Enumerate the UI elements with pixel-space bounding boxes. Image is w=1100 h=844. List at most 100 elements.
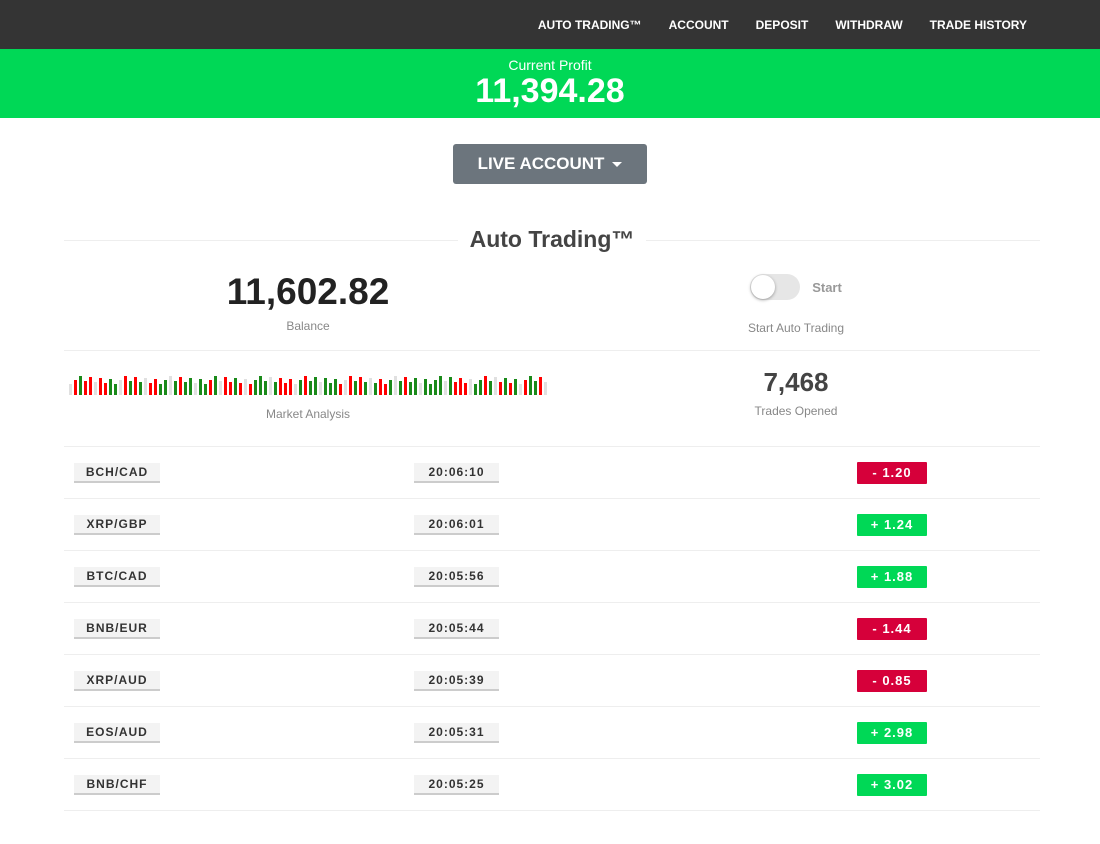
trade-time: 20:05:31 [414, 722, 499, 743]
trades-opened-value: 7,468 [763, 367, 829, 397]
market-bar [349, 376, 352, 395]
market-bar [324, 378, 327, 395]
trade-pair: BNB/EUR [74, 618, 160, 639]
market-bar [109, 379, 112, 395]
market-bar [149, 383, 152, 395]
auto-trading-block: Start Start Auto Trading [552, 271, 1040, 350]
market-bar [529, 376, 532, 395]
market-bar [344, 380, 347, 395]
market-bar [159, 384, 162, 395]
market-bar [419, 383, 422, 395]
toggle-label: Start [812, 279, 842, 295]
market-bar [544, 382, 547, 395]
market-bar [364, 382, 367, 395]
market-bar [114, 384, 117, 395]
market-bar [359, 377, 362, 395]
market-bar [199, 379, 202, 395]
trade-pair: BCH/CAD [74, 462, 160, 483]
nav-account[interactable]: ACCOUNT [668, 17, 729, 32]
market-bar [524, 380, 527, 395]
market-bar [499, 382, 502, 395]
market-bar [464, 383, 467, 395]
nav-withdraw[interactable]: WITHDRAW [835, 17, 903, 32]
market-bar [229, 382, 232, 395]
trade-row: BTC/CAD 20:05:56 + 1.88 [64, 551, 1040, 603]
auto-trading-label: Start Auto Trading [747, 321, 845, 335]
market-bar [204, 384, 207, 395]
nav-auto-trading[interactable]: AUTO TRADING™ [537, 17, 642, 32]
market-bar [104, 383, 107, 395]
market-bar [74, 380, 77, 395]
market-bar [429, 384, 432, 395]
market-bar [119, 380, 122, 395]
market-bar [169, 376, 172, 395]
market-bar [459, 378, 462, 395]
market-bar [409, 382, 412, 395]
account-label: LIVE ACCOUNT [477, 154, 605, 173]
profit-value: 11,394.28 [475, 72, 625, 110]
market-bar [209, 380, 212, 395]
auto-trading-toggle[interactable] [750, 274, 801, 300]
trade-pair: XRP/AUD [74, 670, 160, 691]
market-bar [179, 377, 182, 395]
market-bar [374, 383, 377, 395]
market-bar [239, 383, 242, 395]
market-label: Market Analysis [265, 407, 351, 421]
profit-banner: Current Profit 11,394.28 [0, 49, 1100, 118]
trade-time: 20:06:01 [414, 514, 499, 535]
market-bar [254, 380, 257, 395]
trade-pl-badge: + 2.98 [857, 721, 927, 744]
market-bar [279, 378, 282, 395]
market-bar [244, 379, 247, 395]
nav-deposit[interactable]: DEPOSIT [755, 17, 809, 32]
market-bar [99, 378, 102, 395]
nav-trade-history[interactable]: TRADE HISTORY [929, 17, 1027, 32]
market-bar [539, 377, 542, 395]
market-bar [414, 378, 417, 395]
market-bar [474, 384, 477, 395]
market-bar [439, 376, 442, 395]
trade-time: 20:05:44 [414, 618, 499, 639]
trades-opened-block: 7,468 Trades Opened [552, 367, 1040, 446]
market-bar [334, 379, 337, 395]
market-bar [514, 379, 517, 395]
market-bar [494, 377, 497, 395]
market-bar [329, 383, 332, 395]
caret-down-icon [612, 162, 623, 168]
profit-label: Current Profit [508, 57, 592, 73]
market-bar [289, 379, 292, 395]
trade-time: 20:06:10 [414, 462, 499, 483]
market-bar [314, 377, 317, 395]
market-bar [79, 376, 82, 395]
market-bar [269, 377, 272, 395]
market-bar [504, 378, 507, 395]
trade-time: 20:05:39 [414, 670, 499, 691]
market-bar [249, 384, 252, 395]
balance-value: 11,602.82 [226, 271, 390, 312]
live-account-dropdown[interactable]: LIVE ACCOUNT [453, 144, 647, 184]
market-bar [339, 384, 342, 395]
market-bar [309, 381, 312, 395]
market-bar [304, 376, 307, 395]
trade-pair: BTC/CAD [74, 566, 160, 587]
market-bar [174, 381, 177, 395]
market-bar [259, 376, 262, 395]
market-analysis-block: Market Analysis [64, 367, 552, 446]
market-bar [129, 381, 132, 395]
market-bar [454, 382, 457, 395]
market-bar [94, 382, 97, 395]
trade-pair: XRP/GBP [74, 514, 160, 535]
trade-row: XRP/AUD 20:05:39 - 0.85 [64, 655, 1040, 707]
trade-pair: BNB/CHF [74, 774, 160, 795]
market-bar [449, 377, 452, 395]
trade-pl-badge: + 1.88 [857, 565, 927, 588]
market-bar [534, 381, 537, 395]
market-bar [519, 384, 522, 395]
top-nav: AUTO TRADING™ ACCOUNT DEPOSIT WITHDRAW T… [0, 0, 1100, 49]
trade-pl-badge: + 1.24 [857, 513, 927, 536]
trade-pl-badge: - 1.44 [857, 617, 927, 640]
market-bar [214, 376, 217, 395]
market-bar [69, 384, 72, 395]
market-bar [234, 378, 237, 395]
market-bar [164, 380, 167, 395]
